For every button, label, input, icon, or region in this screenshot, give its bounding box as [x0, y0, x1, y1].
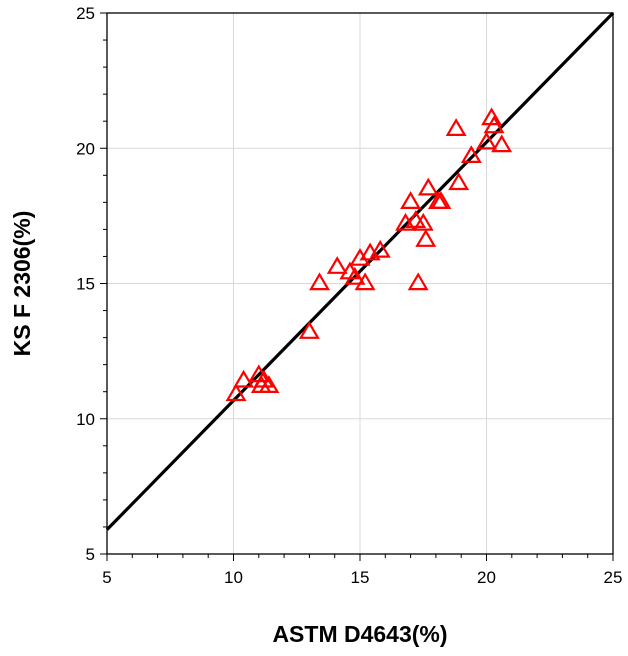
data-point [430, 191, 452, 209]
minor-ticks [100, 12, 614, 561]
data-point [225, 383, 247, 402]
x-tick-label: 25 [604, 568, 623, 587]
x-tick-label: 10 [224, 568, 243, 587]
data-point [445, 118, 467, 136]
y-tick-label: 15 [76, 275, 95, 294]
data-point [417, 177, 439, 196]
x-tick-label: 20 [477, 568, 496, 587]
y-tick-label: 10 [76, 410, 95, 429]
y-tick-labels: 5 10 15 20 25 [76, 4, 95, 564]
data-point [298, 321, 320, 339]
data-point [354, 272, 376, 291]
data-point [475, 131, 498, 150]
y-tick-label: 5 [86, 545, 95, 564]
data-point [412, 212, 434, 231]
y-axis-title: KS F 2306(%) [9, 211, 35, 357]
data-point [460, 145, 482, 163]
reference-line [105, 11, 615, 531]
x-tick-labels: 5 10 15 20 25 [102, 568, 622, 587]
y-tick-label: 20 [76, 139, 95, 158]
data-point [309, 272, 331, 291]
data-point [400, 191, 422, 209]
data-point [448, 172, 470, 191]
data-point [407, 272, 429, 291]
data-point [233, 369, 255, 388]
data-point [483, 115, 505, 134]
data-point [415, 229, 437, 247]
y-tick-label: 25 [76, 4, 95, 23]
data-point [344, 266, 366, 285]
x-tick-label: 5 [102, 568, 111, 587]
data-point [326, 256, 348, 274]
data-point [258, 375, 280, 393]
data-point [491, 134, 513, 153]
x-tick-label: 15 [351, 568, 370, 587]
x-axis-title: ASTM D4643(%) [272, 621, 447, 647]
data-point [481, 107, 503, 126]
data-point [349, 248, 371, 266]
data-point [369, 239, 391, 258]
data-points [225, 107, 513, 402]
